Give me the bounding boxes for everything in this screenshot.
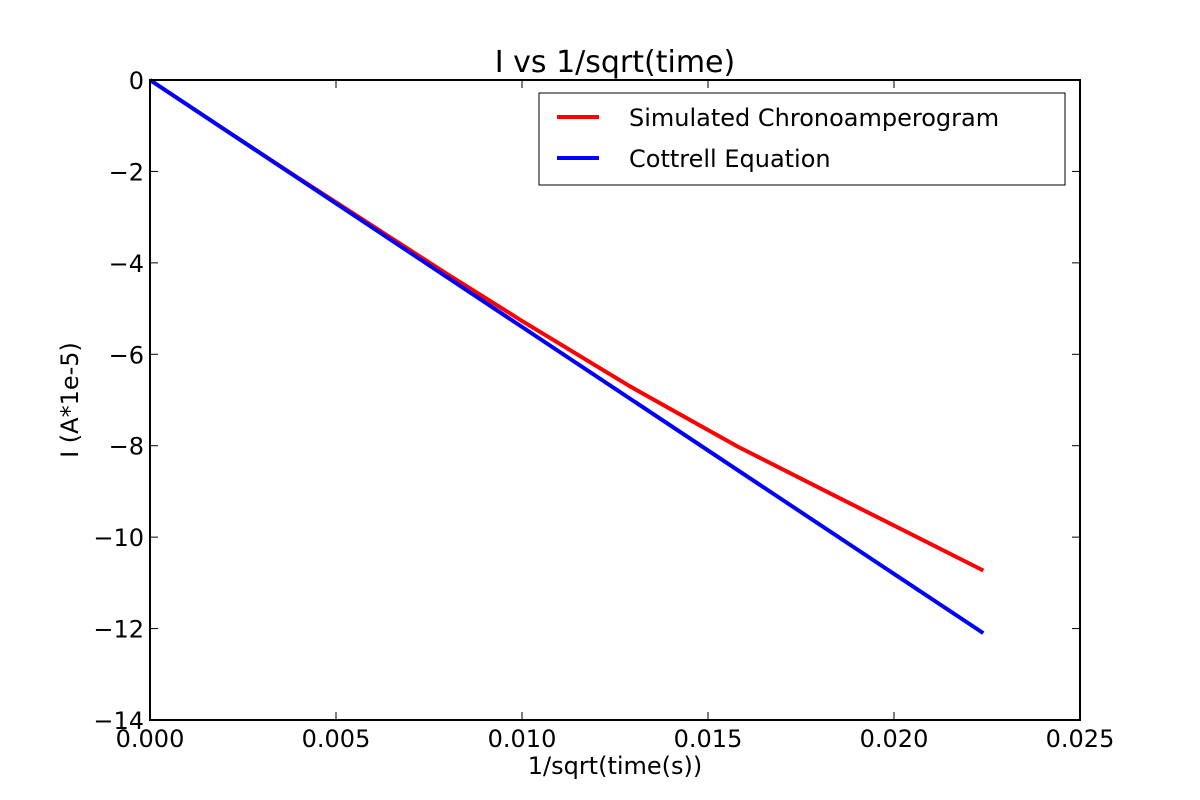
x-tick-label: 0.025 (1046, 725, 1115, 753)
x-tick-label: 0.020 (860, 725, 929, 753)
legend-label: Cottrell Equation (629, 145, 831, 173)
plot-area (148, 78, 985, 635)
x-tick-label: 0.000 (116, 725, 185, 753)
x-axis-label: 1/sqrt(time(s)) (528, 752, 703, 780)
legend-label: Simulated Chronoamperogram (629, 104, 999, 132)
x-tick-label: 0.015 (674, 725, 743, 753)
y-tick-label: −8 (109, 433, 144, 461)
x-tick-label: 0.005 (302, 725, 371, 753)
chart-title: I vs 1/sqrt(time) (495, 45, 735, 80)
legend: Simulated Chronoamperogram Cottrell Equat… (538, 92, 1066, 186)
series-line-cottrell (148, 78, 985, 635)
y-tick-label: 0 (129, 67, 144, 95)
y-tick-label: −6 (109, 341, 144, 369)
legend-box (538, 92, 1066, 186)
y-tick-label: −14 (93, 707, 144, 735)
y-tick-label: −4 (109, 250, 144, 278)
y-axis-label: I (A*1e-5) (56, 342, 84, 458)
y-tick-label: −2 (109, 158, 144, 186)
x-tick-label: 0.010 (488, 725, 557, 753)
y-tick-label: −12 (93, 616, 144, 644)
plot-frame (149, 79, 1081, 721)
y-tick-label: −10 (93, 524, 144, 552)
axis-ticks: 0.000 0.005 0.010 0.015 0.020 0.025 0 −2 −4 −6 −8 −… (93, 67, 1114, 753)
